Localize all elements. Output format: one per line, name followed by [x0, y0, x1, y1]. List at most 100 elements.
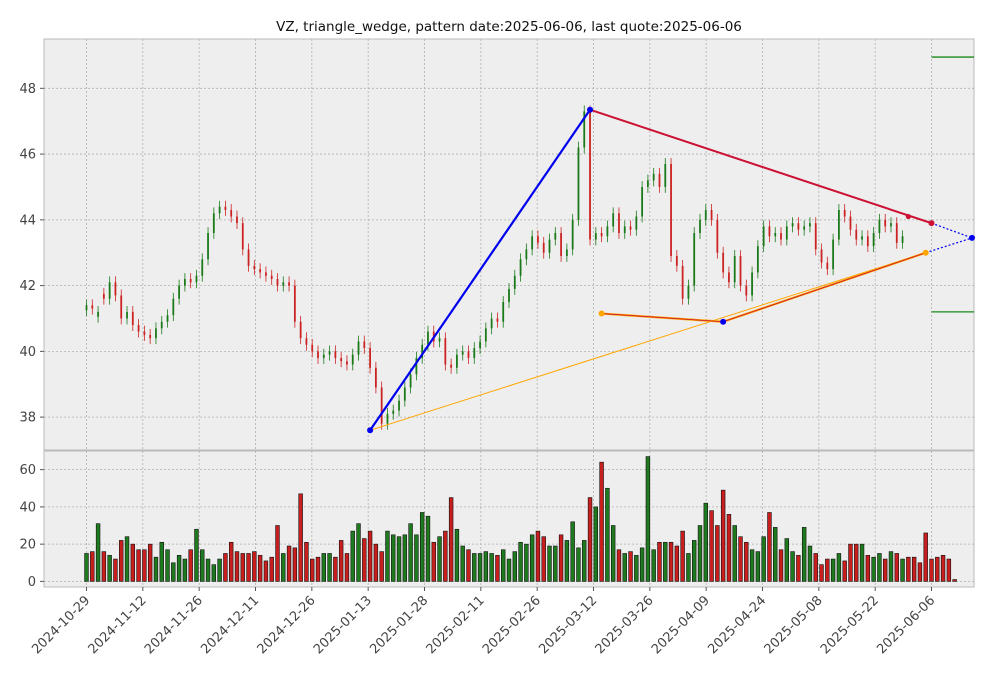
candle-body [525, 249, 528, 260]
volume-bar [900, 558, 905, 582]
volume-bar [101, 551, 107, 582]
candle-body [560, 232, 562, 257]
volume-bar [877, 553, 882, 582]
volume-bar [610, 525, 616, 582]
volume-bar [437, 536, 442, 582]
volume-bar [715, 525, 720, 582]
volume-bar [240, 553, 245, 582]
volume-bar [882, 558, 888, 582]
candle-body [114, 282, 117, 296]
volume-bar [501, 549, 506, 582]
candle-body [155, 328, 157, 339]
candle-body [172, 298, 175, 316]
candle-body [189, 279, 192, 283]
volume-bar [576, 547, 581, 582]
candle-body [392, 410, 395, 414]
volume-bar [755, 551, 761, 582]
price-tick-label: 48 [19, 82, 36, 97]
candle-body [641, 186, 644, 217]
candle-body [270, 275, 273, 280]
candle-body [739, 256, 742, 286]
candle-body [126, 311, 128, 319]
volume-bar [732, 525, 737, 582]
volume-bar [744, 541, 749, 582]
volume-bar [119, 540, 124, 582]
volume-bar [749, 549, 755, 582]
volume-bar [419, 512, 425, 582]
candle-body [890, 223, 892, 227]
volume-bar [888, 551, 894, 582]
volume-bar [801, 527, 807, 582]
candle-body [809, 223, 811, 227]
price-tick-label: 46 [19, 148, 36, 163]
volume-bar [489, 553, 494, 582]
candle-body [484, 328, 487, 342]
candle-body [207, 232, 209, 260]
volume-bar [923, 532, 928, 582]
thin-support-line [369, 252, 926, 431]
candle-body [623, 226, 626, 233]
volume-bar [124, 536, 130, 582]
candle-body [797, 223, 800, 230]
volume-bar [315, 556, 321, 582]
candle-body [212, 213, 215, 233]
volume-bar [425, 515, 431, 582]
volume-bar [547, 545, 552, 582]
volume-bar [385, 530, 390, 582]
volume-bar [200, 549, 205, 582]
candle-body [143, 331, 146, 335]
volume-bar [836, 553, 842, 582]
candle-body [791, 223, 794, 227]
volume-bar [142, 549, 147, 582]
volume-bar [217, 558, 222, 582]
candle-body [421, 344, 424, 358]
volume-bar [373, 543, 379, 582]
candle-body [583, 111, 586, 148]
upper-resistance-line [589, 108, 932, 225]
volume-bar [674, 545, 680, 582]
volume-bar [136, 549, 141, 582]
volume-bar [605, 487, 610, 582]
x-tick-label: 2025-02-11 [424, 593, 488, 657]
volume-bar [176, 555, 182, 582]
volume-bar [709, 510, 714, 582]
candle-body [600, 232, 603, 237]
x-tick-label: 2025-06-06 [874, 593, 938, 657]
candle-body [519, 259, 522, 276]
volume-bar [668, 541, 674, 582]
volume-bar [327, 553, 332, 582]
volume-bar [686, 553, 691, 582]
candle-body [722, 252, 725, 273]
volume-bar [448, 497, 454, 582]
volume-bar [911, 556, 917, 582]
candle-body [91, 305, 94, 309]
volume-bar [894, 553, 899, 582]
candle-body [895, 223, 898, 243]
volume-bar [663, 541, 668, 582]
candle-body [444, 338, 447, 365]
volume-bar [553, 545, 558, 582]
volume-bar [344, 553, 350, 582]
x-tick-label: 2024-12-11 [198, 593, 262, 657]
candle-body [837, 209, 840, 240]
volume-bar [466, 549, 471, 582]
volume-bar [929, 558, 934, 582]
candle-body [571, 219, 574, 250]
candle-body [589, 111, 591, 240]
candle-body [183, 279, 186, 286]
volume-bar [946, 558, 952, 582]
volume-tick-label: 20 [19, 538, 36, 553]
candle-body [259, 269, 262, 273]
candle-body [710, 209, 713, 220]
candle-body [85, 305, 88, 311]
candle-body [820, 249, 823, 263]
volume-bar [825, 558, 830, 582]
candle-body [728, 272, 730, 283]
volume-bar [807, 545, 813, 582]
upper-touch-marker [905, 213, 911, 220]
candle-body [774, 232, 777, 237]
candle-body [178, 285, 181, 299]
volume-bar [333, 556, 338, 582]
volume-bar [582, 540, 587, 582]
x-tick-label: 2025-01-13 [311, 593, 375, 657]
